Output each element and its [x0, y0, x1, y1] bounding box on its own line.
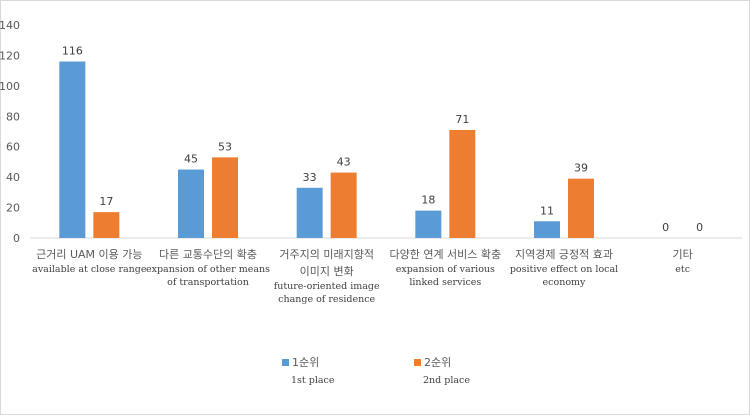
bar	[296, 187, 323, 238]
data-label: 71	[455, 113, 469, 126]
bars: 116 17 45 53 33 43 18 71 11 39 0 0	[59, 45, 703, 239]
legend-label-en: 2nd place	[423, 375, 470, 386]
data-label: 43	[337, 156, 351, 169]
y-tick-label: 80	[6, 110, 20, 123]
category-label-en: etc	[675, 264, 690, 275]
category-label-ko: 다른 교통수단의 확충	[159, 248, 257, 261]
bar	[568, 178, 594, 238]
data-label: 0	[662, 221, 669, 234]
y-tick-label: 120	[0, 49, 20, 62]
bar	[449, 129, 476, 238]
y-tick-label: 100	[0, 80, 20, 93]
y-tick-label: 140	[0, 19, 20, 32]
category-label-ko: 근거리 UAM 이용 가능	[36, 248, 142, 261]
data-label: 45	[184, 153, 198, 166]
legend-swatch	[282, 359, 289, 366]
category-labels: 근거리 UAM 이용 가능 available at close range 다른 …	[32, 248, 693, 305]
bar	[59, 61, 86, 239]
bar	[93, 212, 120, 238]
data-label: 53	[218, 140, 232, 153]
data-label: 18	[421, 194, 435, 207]
category-label-en: change of residence	[278, 294, 375, 305]
bar	[178, 169, 204, 238]
legend-label-ko: 2순위	[424, 356, 451, 369]
legend-label-en: 1st place	[291, 375, 335, 386]
category-label-en: available at close range	[32, 264, 147, 275]
category-label-en: expansion of various	[396, 264, 495, 275]
category-label-en: economy	[543, 277, 587, 288]
y-axis: 0 20 40 60 80 100 120 140	[0, 19, 742, 245]
y-tick-label: 20	[6, 202, 20, 215]
y-tick-label: 60	[6, 141, 20, 154]
category-label-ko: 다양한 연계 서비스 확충	[389, 248, 501, 261]
legend-label-ko: 1순위	[292, 356, 319, 369]
legend: 1순위 1st place 2순위 2nd place	[282, 356, 470, 386]
category-label-ko: 지역경제 긍정적 효과	[515, 248, 613, 261]
data-label: 39	[574, 162, 588, 175]
category-label-ko: 거주지의 미래지향적	[279, 248, 374, 261]
category-label-en: of transportation	[167, 277, 249, 288]
y-tick-label: 40	[6, 171, 20, 184]
category-label-ko: 기타	[673, 248, 693, 261]
data-label: 116	[62, 45, 83, 58]
legend-swatch	[414, 359, 421, 366]
data-label: 0	[696, 221, 703, 234]
data-label: 17	[99, 195, 113, 208]
bar	[415, 210, 442, 238]
category-label-ko: 이미지 변화	[300, 265, 354, 278]
data-label: 33	[303, 171, 317, 184]
bar	[534, 221, 560, 238]
bar	[212, 157, 238, 238]
category-label-en: future-oriented image	[274, 281, 380, 292]
bar	[330, 172, 357, 238]
category-label-en: expansion of other means	[146, 264, 270, 275]
category-label-en: positive effect on local	[510, 264, 618, 275]
data-label: 11	[540, 204, 554, 217]
y-tick-label: 0	[13, 232, 20, 245]
category-label-en: linked services	[409, 277, 481, 288]
